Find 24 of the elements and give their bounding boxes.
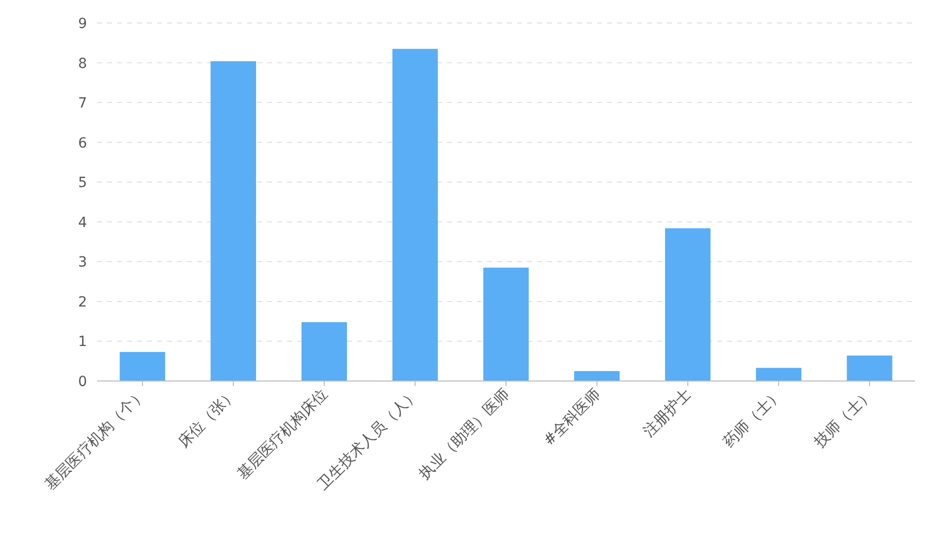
y-tick-label: 7 [78,96,87,112]
x-tick-label: 技师（士） [810,385,876,452]
bar [392,48,438,381]
y-tick-label: 4 [78,214,88,231]
y-tick-label: 2 [78,294,87,310]
x-tick-label: 床位（张） [174,385,240,451]
y-tick-label: 1 [78,334,87,350]
y-tick-label: 8 [78,56,87,72]
bar [483,268,529,381]
y-tick-label: 5 [78,175,87,192]
x-tick-label: 药师（士） [720,385,786,451]
bar [846,356,892,381]
bar [756,368,802,381]
x-tick-label: 执业（助理）医师 [415,385,513,483]
bar [302,322,347,381]
y-tick-label: 9 [78,16,87,32]
y-tick-label: 6 [78,135,88,152]
bar [574,371,620,381]
x-tick-label: #全科医师 [540,385,604,450]
bar [210,61,256,381]
bar [665,228,710,381]
y-tick-label: 3 [78,254,87,271]
bar [120,352,166,381]
x-tick-label: 注册护士 [639,385,695,440]
